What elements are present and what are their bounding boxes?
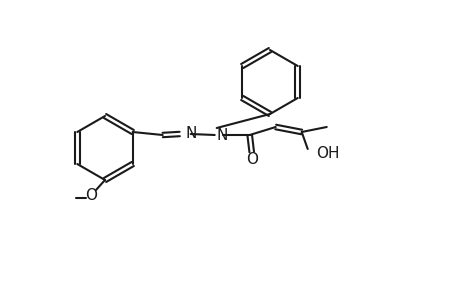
Text: OH: OH: [315, 146, 338, 161]
Text: N: N: [185, 127, 196, 142]
Text: O: O: [85, 188, 97, 203]
Text: O: O: [245, 152, 257, 166]
Text: N: N: [216, 128, 228, 142]
